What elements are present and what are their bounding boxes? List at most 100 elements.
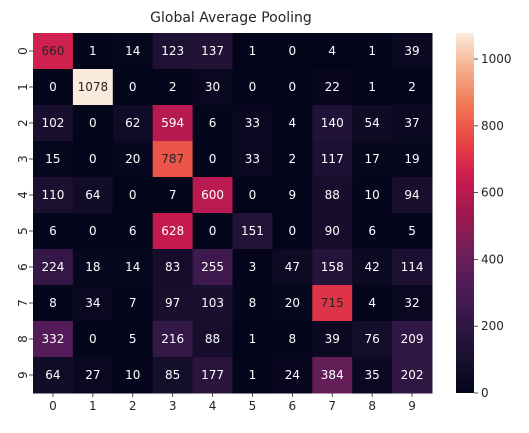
- heatmap-cell: [312, 213, 353, 250]
- heatmap-cell: [352, 141, 393, 178]
- cell-value-label: 1: [249, 44, 257, 58]
- heatmap-cell: [272, 105, 313, 142]
- cell-value-label: 0: [209, 152, 217, 166]
- cell-value-label: 110: [41, 188, 64, 202]
- y-tick-label: 4: [16, 191, 30, 199]
- cell-value-label: 2: [289, 152, 297, 166]
- heatmap-cell: [352, 249, 393, 286]
- heatmap-cell: [392, 249, 433, 286]
- heatmap-cell: [392, 213, 433, 250]
- y-tick-label: 8: [16, 335, 30, 343]
- cell-value-label: 8: [289, 332, 297, 346]
- colorbar: [456, 33, 474, 393]
- heatmap-cell: [33, 105, 74, 142]
- cell-value-label: 27: [85, 368, 100, 382]
- cell-value-label: 42: [365, 260, 380, 274]
- cell-value-label: 787: [161, 152, 184, 166]
- cell-value-label: 1: [368, 80, 376, 94]
- heatmap-cell: [392, 285, 433, 322]
- colorbar-tick-label: 1000: [481, 52, 512, 66]
- x-tick-label: 7: [328, 399, 336, 413]
- heatmap-cell: [272, 213, 313, 250]
- cell-value-label: 34: [85, 296, 100, 310]
- heatmap-cell: [152, 141, 194, 178]
- heatmap-cell: [152, 69, 194, 106]
- cell-value-label: 4: [328, 44, 336, 58]
- heatmap-cell: [232, 69, 273, 106]
- heatmap-cell: [392, 357, 433, 394]
- heatmap-cell: [72, 285, 114, 322]
- cell-value-label: 19: [404, 152, 419, 166]
- heatmap-cell: [312, 249, 353, 286]
- heatmap-cell: [192, 33, 233, 70]
- heatmap-cell: [352, 105, 393, 142]
- cell-value-label: 88: [205, 332, 220, 346]
- heatmap-cell: [312, 105, 353, 142]
- cell-value-label: 7: [169, 188, 177, 202]
- heatmap-cell: [192, 69, 233, 106]
- y-tick-label: 0: [16, 47, 30, 55]
- x-tick-label: 0: [49, 399, 57, 413]
- cell-value-label: 103: [201, 296, 224, 310]
- cell-value-label: 64: [45, 368, 60, 382]
- heatmap-cell: [272, 285, 313, 322]
- heatmap-cell: [232, 33, 273, 70]
- cell-value-label: 117: [321, 152, 344, 166]
- heatmap-cell: [352, 177, 393, 214]
- heatmap-cell: [33, 213, 74, 250]
- heatmap-cell: [352, 357, 393, 394]
- cell-value-label: 7: [129, 296, 137, 310]
- heatmap-cell: [312, 141, 353, 178]
- x-tick-label: 1: [89, 399, 97, 413]
- heatmap-cell: [352, 285, 393, 322]
- cell-value-label: 209: [401, 332, 424, 346]
- cell-value-label: 137: [201, 44, 224, 58]
- heatmap-cell: [312, 357, 353, 394]
- heatmap-cell: [152, 33, 194, 70]
- heatmap-cell: [232, 321, 273, 358]
- cell-value-label: 64: [85, 188, 100, 202]
- cell-value-label: 88: [325, 188, 340, 202]
- heatmap-cell: [192, 249, 233, 286]
- cell-value-label: 0: [249, 80, 257, 94]
- colorbar-tick-label: 200: [481, 319, 504, 333]
- cell-value-label: 33: [245, 152, 260, 166]
- y-tick-label: 1: [16, 83, 30, 91]
- heatmap-cell: [152, 285, 194, 322]
- heatmap-cell: [112, 177, 154, 214]
- heatmap-cell: [72, 69, 114, 106]
- heatmap-cell: [192, 141, 233, 178]
- heatmap-cell: [352, 69, 393, 106]
- cell-value-label: 10: [365, 188, 380, 202]
- cell-value-label: 94: [404, 188, 419, 202]
- heatmap-cell: [312, 33, 353, 70]
- cell-value-label: 0: [289, 224, 297, 238]
- colorbar-tick-label: 0: [481, 386, 489, 400]
- heatmap-cell: [72, 177, 114, 214]
- cell-value-label: 33: [245, 116, 260, 130]
- heatmap-cell: [312, 69, 353, 106]
- heatmap-cell: [112, 213, 154, 250]
- colorbar-tick-label: 800: [481, 119, 504, 133]
- heatmap-cell: [232, 213, 273, 250]
- heatmap-cell: [232, 177, 273, 214]
- cell-value-label: 715: [321, 296, 344, 310]
- heatmap-cell: [33, 285, 74, 322]
- cell-value-label: 594: [161, 116, 184, 130]
- heatmap-cell: [352, 321, 393, 358]
- heatmap-cell: [392, 141, 433, 178]
- heatmap-cell: [272, 177, 313, 214]
- heatmap-cell: [72, 249, 114, 286]
- heatmap-cell: [272, 357, 313, 394]
- heatmap-cell: [72, 357, 114, 394]
- heatmap-cell: [232, 357, 273, 394]
- heatmap-cell: [392, 69, 433, 106]
- heatmap-cell: [352, 213, 393, 250]
- cell-value-label: 39: [404, 44, 419, 58]
- heatmap-cell: [152, 249, 194, 286]
- heatmap-cell: [72, 141, 114, 178]
- cell-value-label: 8: [49, 296, 57, 310]
- x-tick-label: 8: [368, 399, 376, 413]
- cell-value-label: 0: [289, 80, 297, 94]
- y-tick-label: 3: [16, 155, 30, 163]
